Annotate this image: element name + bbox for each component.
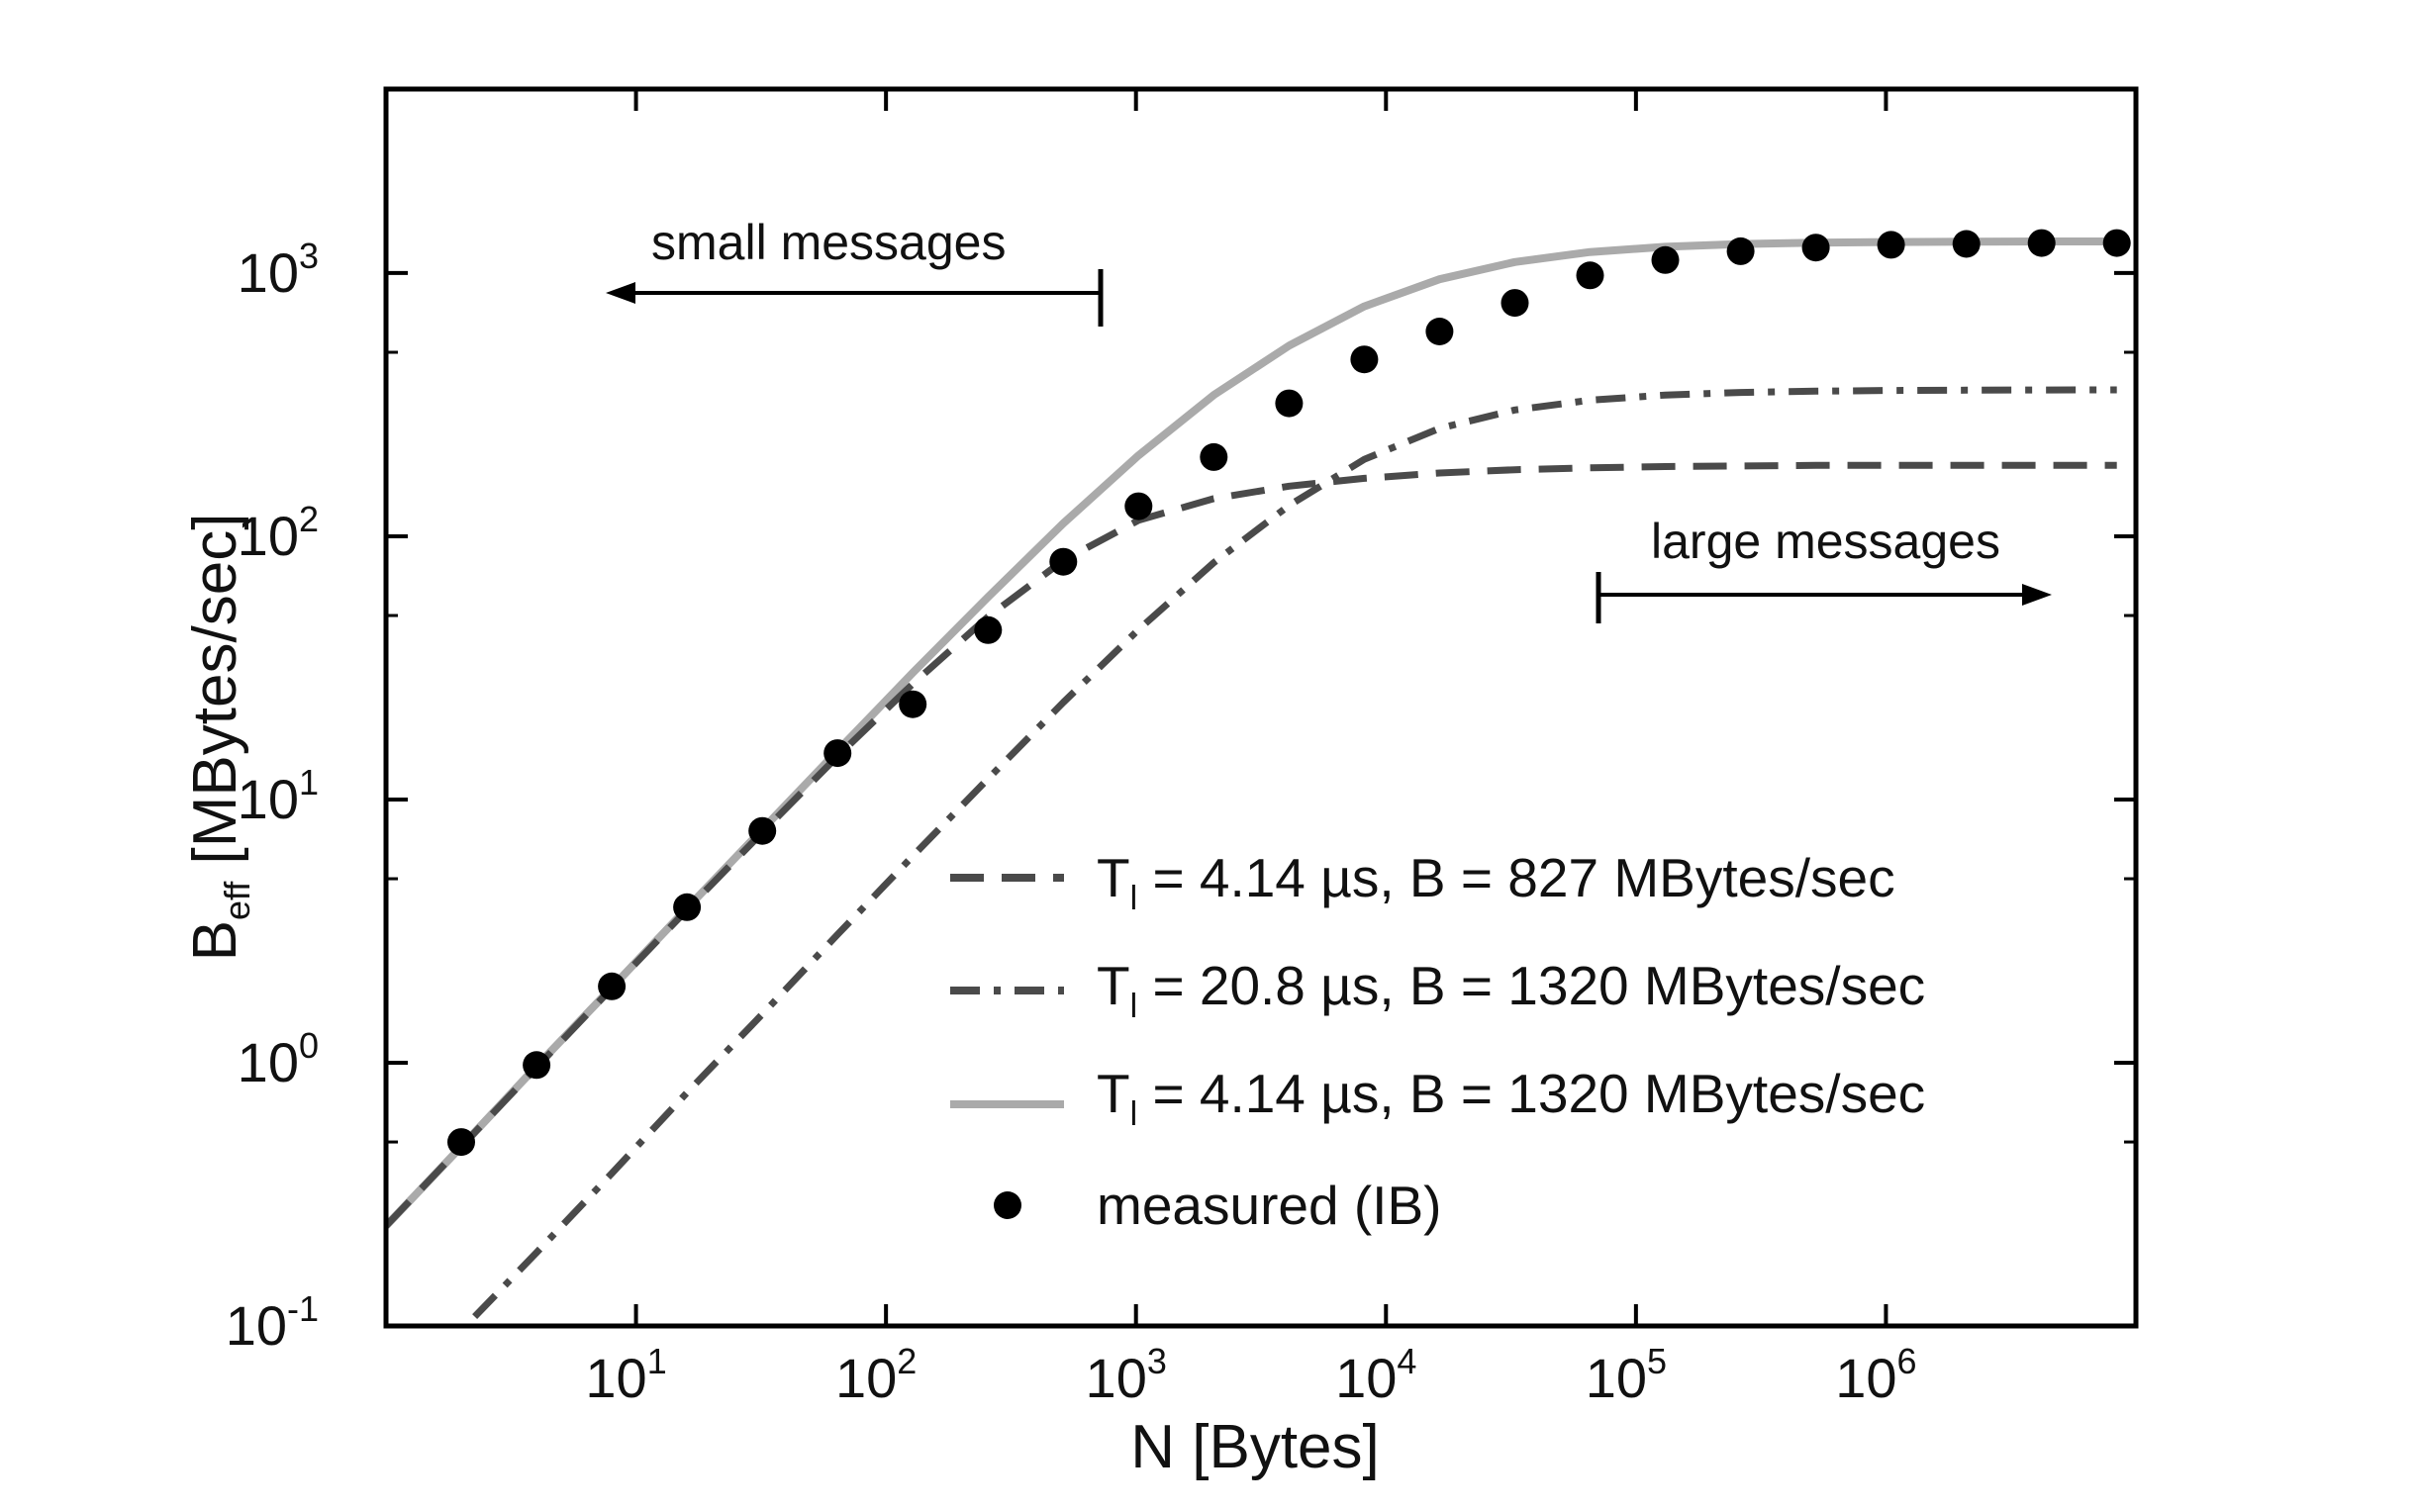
y-tick-label: 100 xyxy=(238,1025,319,1093)
x-tick-label: 102 xyxy=(835,1341,917,1409)
legend-label-dashed: Tl = 4.14 µs, B = 827 MBytes/sec xyxy=(1097,847,1895,917)
measured-point xyxy=(748,816,777,845)
y-axis-label: Beff [MBytes/sec] xyxy=(181,514,257,962)
annotation-large-messages: large messages xyxy=(1651,514,2000,569)
legend: Tl = 4.14 µs, B = 827 MBytes/sec Tl = 20… xyxy=(950,847,1925,1236)
measured-point xyxy=(1651,245,1680,274)
tick-labels: 101 102 103 104 105 106 10-1 100 101 102 103 xyxy=(226,236,1917,1409)
measured-point xyxy=(1952,230,1981,258)
x-tick-label: 103 xyxy=(1086,1341,1167,1409)
x-tick-label: 106 xyxy=(1835,1341,1916,1409)
x-tick-label: 105 xyxy=(1586,1341,1667,1409)
measured-point xyxy=(523,1051,551,1080)
measured-point xyxy=(823,739,852,768)
annotation-small-messages: small messages xyxy=(651,215,1006,270)
x-axis-label: N [Bytes] xyxy=(1130,1413,1380,1481)
x-tick-label: 104 xyxy=(1335,1341,1416,1409)
series-line-dashed xyxy=(386,461,2117,1229)
y-axis-label-sub: eff xyxy=(217,881,257,920)
measured-point xyxy=(1124,492,1153,520)
measured-point xyxy=(673,893,702,921)
y-tick-label: 103 xyxy=(238,236,319,304)
legend-label-dashdot: Tl = 20.8 µs, B = 1320 MBytes/sec xyxy=(1097,955,1925,1025)
x-tick-label: 101 xyxy=(585,1341,666,1409)
legend-label-solid: Tl = 4.14 µs, B = 1320 MBytes/sec xyxy=(1097,1063,1925,1133)
annotations: small messages large messages xyxy=(606,215,2052,623)
measured-point xyxy=(1049,547,1078,576)
measured-point xyxy=(1500,289,1529,318)
measured-point xyxy=(2102,229,2131,257)
y-tick-label: 101 xyxy=(238,762,319,830)
measured-point xyxy=(974,615,1003,644)
measured-point xyxy=(1726,236,1755,265)
measured-point xyxy=(1275,389,1304,418)
measured-point xyxy=(1200,442,1228,471)
measured-point xyxy=(2027,229,2056,257)
measured-point xyxy=(899,690,927,718)
measured-point xyxy=(1425,318,1454,345)
annotation-small-arrowhead xyxy=(606,282,635,304)
measured-point xyxy=(1801,234,1830,262)
measured-points xyxy=(447,229,2131,1157)
y-tick-label: 10-1 xyxy=(226,1288,319,1357)
measured-point xyxy=(447,1128,475,1157)
legend-swatch-measured xyxy=(994,1191,1021,1219)
measured-point xyxy=(1877,231,1905,259)
measured-point xyxy=(1350,345,1379,374)
measured-point xyxy=(1576,261,1604,290)
axis-ticks xyxy=(386,89,2136,1326)
measured-point xyxy=(598,972,627,1000)
y-axis-label-main: B xyxy=(181,920,249,961)
annotation-large-arrowhead xyxy=(2022,584,2052,606)
series-line-dashdot xyxy=(460,386,2117,1326)
y-axis-label-rest: [MBytes/sec] xyxy=(181,514,249,882)
legend-label-measured: measured (IB) xyxy=(1097,1175,1441,1236)
plot-frame xyxy=(383,86,2139,1329)
y-tick-label: 102 xyxy=(238,499,319,567)
